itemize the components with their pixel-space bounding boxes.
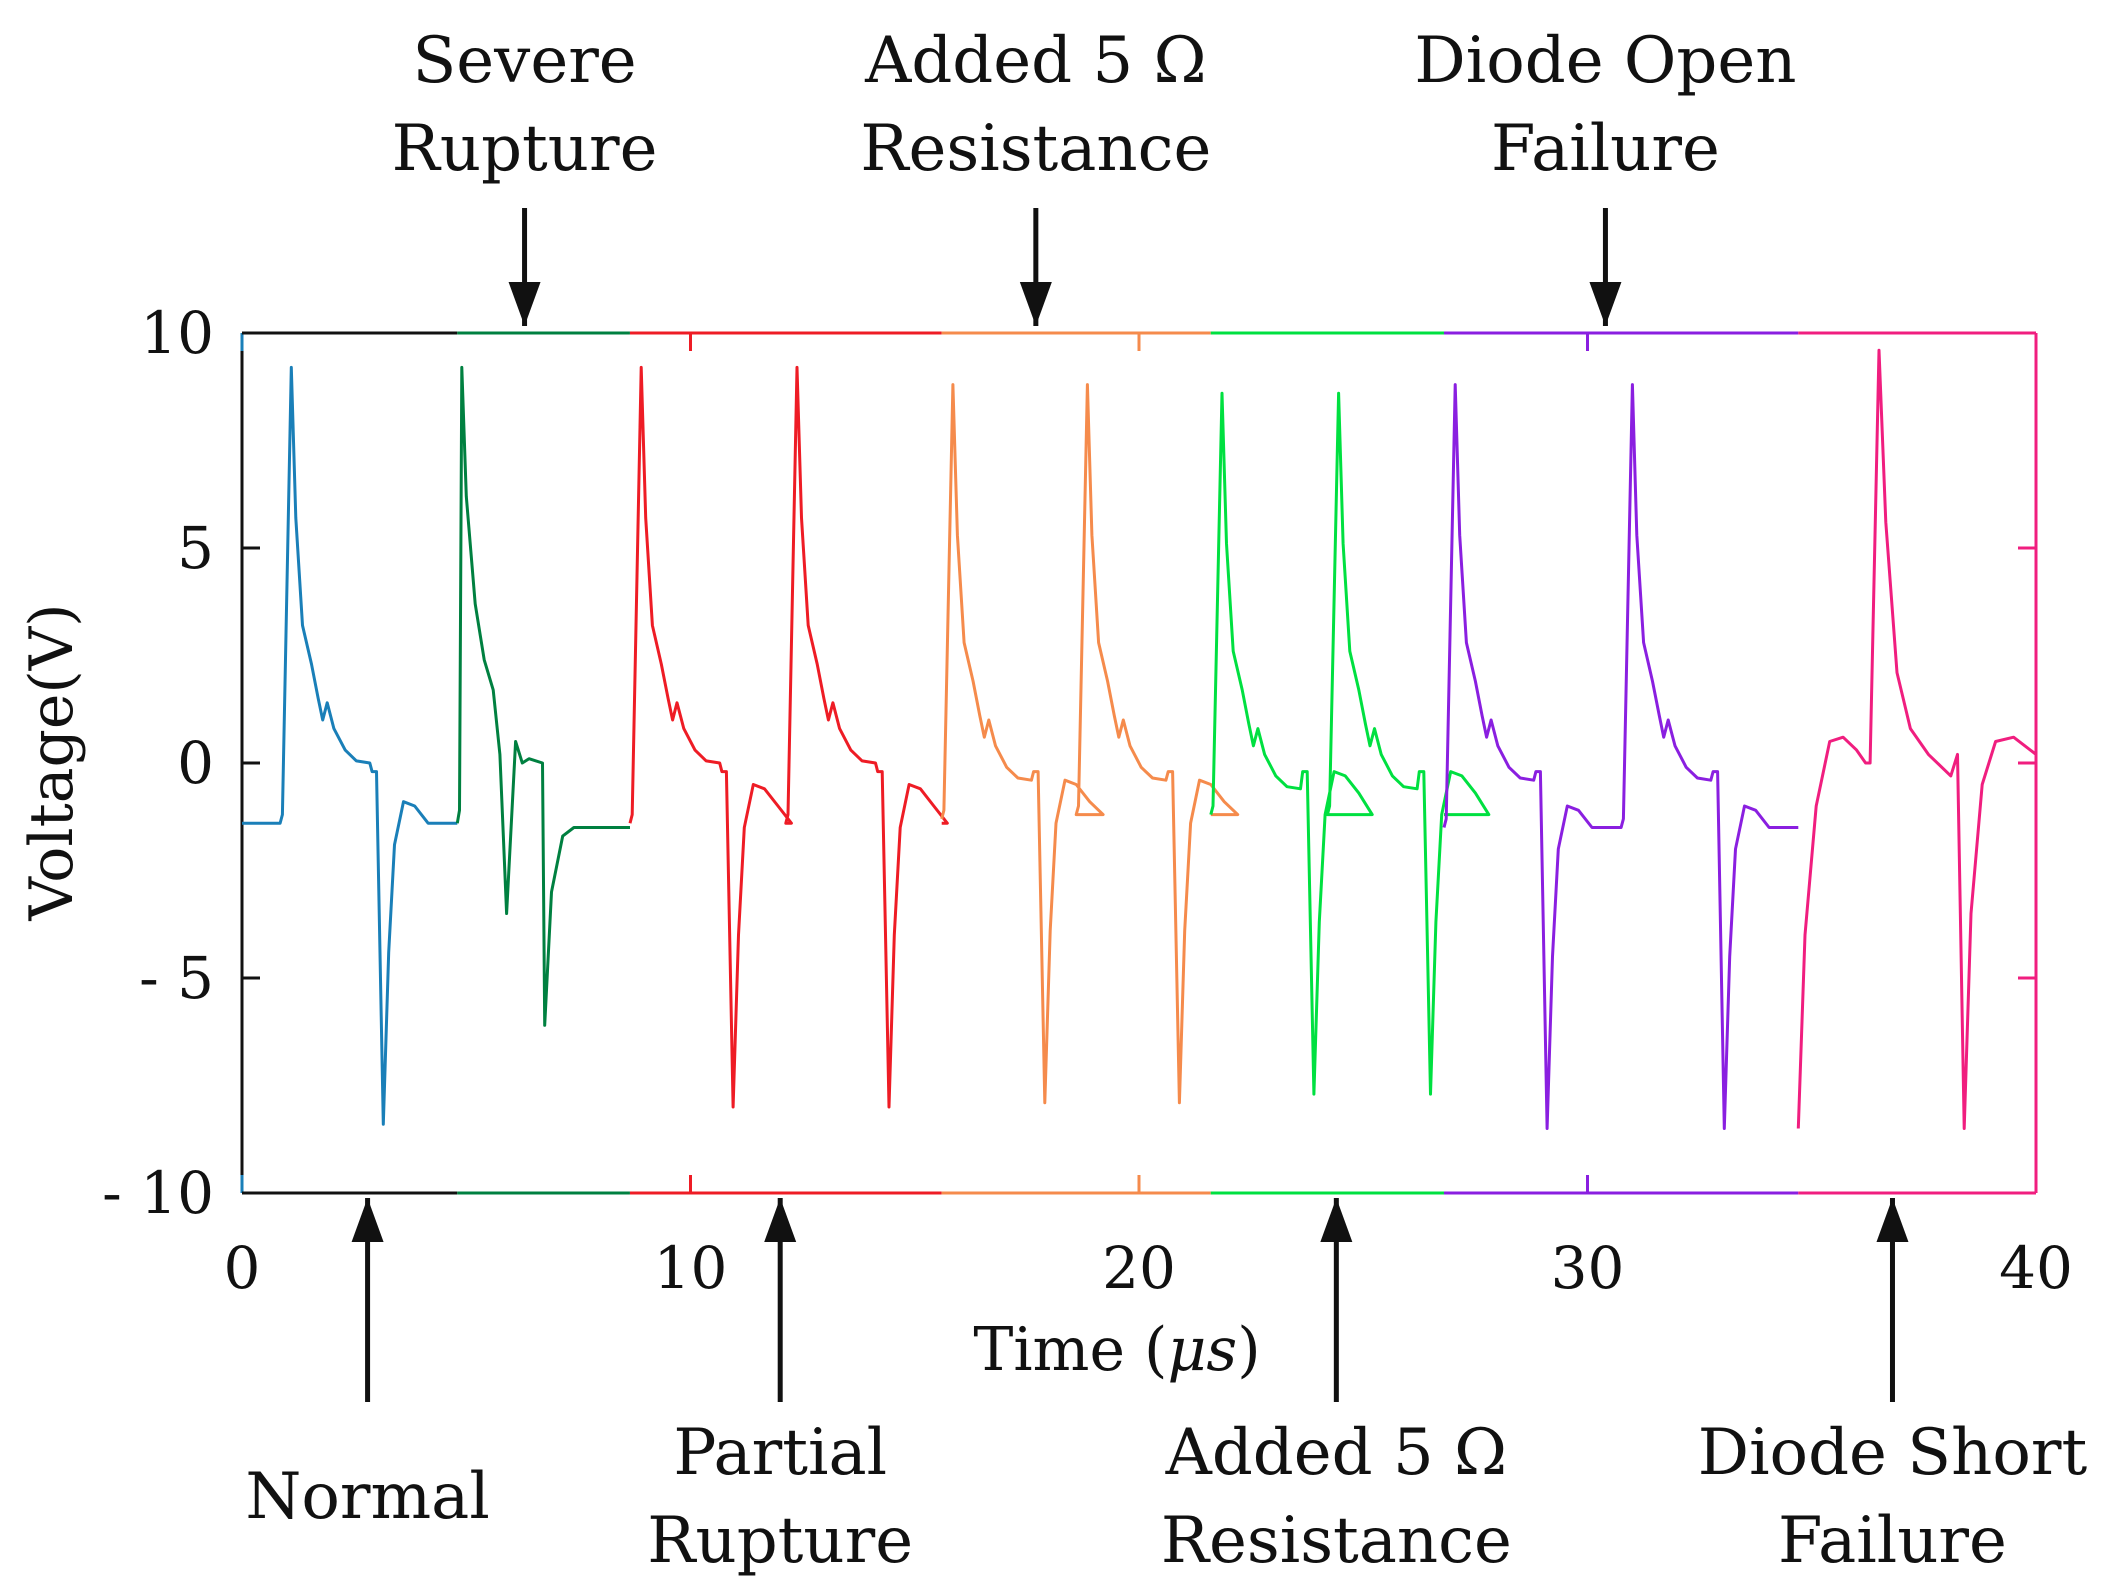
annotation-top-1-line-1: Severe — [412, 24, 636, 98]
y-tick-label-2: 0 — [177, 729, 214, 797]
series-line-3 — [628, 365, 949, 1109]
annotation-bottom-1-line-1: Normal — [245, 1460, 489, 1534]
x-axis-label: Time (μs) — [973, 1315, 1260, 1385]
plot-frame — [240, 331, 2038, 1195]
annotation-top-2-line-1: Added 5 Ω — [864, 24, 1206, 98]
annotation-bottom-4-arrow-head — [1876, 1198, 1909, 1242]
x-axis-label-unit: μs — [1167, 1315, 1237, 1385]
annotation-bottom-3-arrow-head — [1320, 1198, 1353, 1242]
series-line-4 — [940, 383, 1240, 1105]
x-tick-label-30: 30 — [1551, 1234, 1625, 1302]
annotation-top-3-arrow-head — [1589, 282, 1622, 326]
annotation-bottom-2-line-1: Partial — [673, 1416, 887, 1490]
annotation-bottom-4-line-2: Failure — [1778, 1504, 2007, 1578]
series-line-6 — [1442, 383, 1799, 1130]
annotation-top-2-line-2: Resistance — [860, 112, 1211, 186]
annotation-top-1-line-2: Rupture — [392, 112, 658, 186]
annotation-bottom-3-line-1: Added 5 Ω — [1165, 1416, 1507, 1490]
series-line-2 — [455, 365, 630, 1027]
y-tick-label-3: - 5 — [139, 944, 214, 1012]
axis-ticks: 0 10 20 30 40 10 5 0 - 5 - 10 — [102, 299, 2073, 1302]
y-tick-label-0: 10 — [140, 299, 214, 367]
series-line-1 — [242, 365, 458, 1126]
fault-annotations: Severe Rupture Added 5 Ω Resistance Diode Op… — [245, 24, 2087, 1578]
x-tick-label-20: 20 — [1102, 1234, 1176, 1302]
series-line-7 — [1796, 348, 2037, 1130]
waveform-series — [242, 348, 2037, 1130]
annotation-top-1-arrow-head — [508, 282, 541, 326]
x-tick-label-0: 0 — [224, 1234, 261, 1302]
x-tick-label-40: 40 — [1999, 1234, 2073, 1302]
x-tick-label-10: 10 — [654, 1234, 728, 1302]
annotation-top-3-line-1: Diode Open — [1414, 24, 1796, 98]
x-axis-label-main: Time ( — [973, 1315, 1167, 1385]
annotation-top-2-arrow-head — [1019, 282, 1052, 326]
annotation-bottom-2-arrow-head — [764, 1198, 797, 1242]
annotation-bottom-2-line-2: Rupture — [647, 1504, 913, 1578]
x-axis-label-close: ) — [1237, 1315, 1260, 1385]
annotation-bottom-1-arrow-head — [351, 1198, 384, 1242]
y-tick-label-1: 5 — [177, 514, 214, 582]
annotation-top-3-line-2: Failure — [1491, 112, 1720, 186]
y-tick-label-4: - 10 — [102, 1159, 214, 1227]
series-line-5 — [1209, 391, 1491, 1096]
annotation-bottom-3-line-2: Resistance — [1161, 1504, 1512, 1578]
annotation-bottom-4-line-1: Diode Short — [1698, 1416, 2088, 1490]
y-axis-label: Voltage(V) — [17, 603, 87, 921]
